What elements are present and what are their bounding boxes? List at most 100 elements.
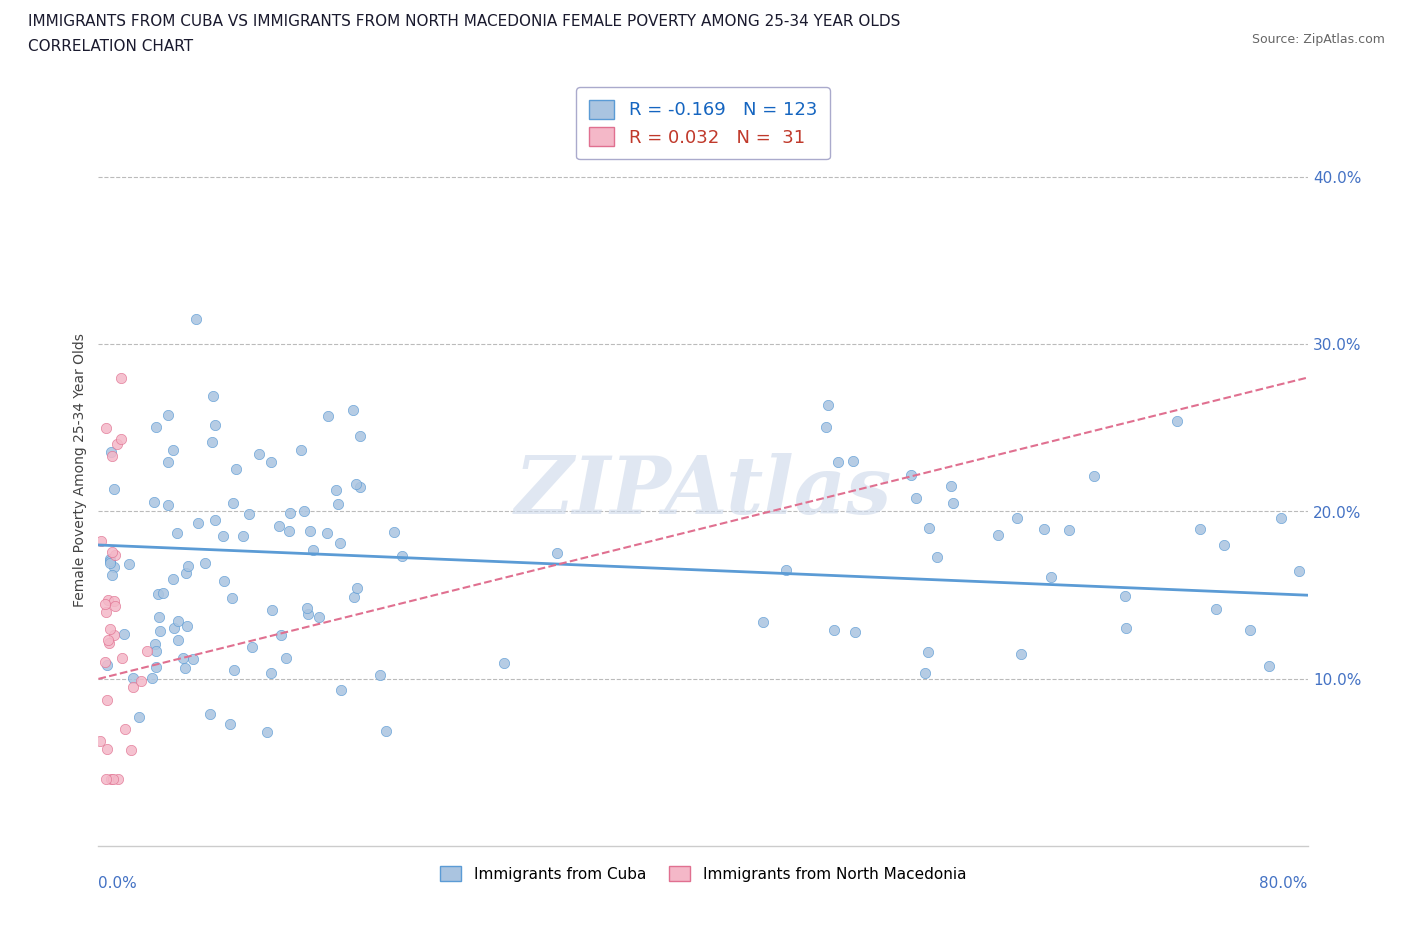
Point <box>104 548 127 563</box>
Point <box>925 550 948 565</box>
Point <box>101 545 124 560</box>
Point <box>114 721 136 736</box>
Point <box>1213 538 1236 552</box>
Point <box>815 419 838 434</box>
Point <box>270 627 292 642</box>
Point <box>162 443 184 458</box>
Point <box>172 650 194 665</box>
Point <box>278 506 301 521</box>
Point <box>96 658 118 672</box>
Point <box>145 644 167 658</box>
Point <box>325 483 347 498</box>
Point <box>391 549 413 564</box>
Point <box>120 743 142 758</box>
Point <box>177 559 200 574</box>
Point <box>308 610 330 625</box>
Point <box>211 529 233 544</box>
Point <box>167 614 190 629</box>
Point <box>89 734 111 749</box>
Point <box>112 626 135 641</box>
Y-axis label: Female Poverty Among 25-34 Year Olds: Female Poverty Among 25-34 Year Olds <box>73 333 87 606</box>
Point <box>198 707 221 722</box>
Point <box>181 651 204 666</box>
Point <box>329 535 352 550</box>
Point <box>145 419 167 434</box>
Point <box>101 772 124 787</box>
Point <box>107 437 129 452</box>
Point <box>166 525 188 540</box>
Point <box>204 418 226 432</box>
Point <box>174 660 197 675</box>
Point <box>1114 589 1136 604</box>
Point <box>118 556 141 571</box>
Point <box>186 312 208 326</box>
Text: 80.0%: 80.0% <box>1260 876 1308 892</box>
Point <box>827 455 849 470</box>
Point <box>987 528 1010 543</box>
Point <box>136 644 159 658</box>
Point <box>225 461 247 476</box>
Point <box>101 567 124 582</box>
Point <box>141 671 163 685</box>
Point <box>98 621 121 636</box>
Point <box>918 521 941 536</box>
Point <box>775 563 797 578</box>
Point <box>823 622 845 637</box>
Point <box>94 597 117 612</box>
Point <box>174 565 197 580</box>
Point <box>917 644 939 659</box>
Point <box>101 449 124 464</box>
Point <box>157 498 180 512</box>
Point <box>817 397 839 412</box>
Point <box>221 496 243 511</box>
Point <box>103 482 125 497</box>
Point <box>1115 620 1137 635</box>
Point <box>142 495 165 510</box>
Point <box>328 497 350 512</box>
Point <box>349 480 371 495</box>
Point <box>97 632 120 647</box>
Point <box>96 693 118 708</box>
Point <box>110 432 132 446</box>
Point <box>238 506 260 521</box>
Point <box>96 741 118 756</box>
Text: 0.0%: 0.0% <box>98 876 138 892</box>
Point <box>121 679 143 694</box>
Point <box>1083 468 1105 483</box>
Point <box>941 478 963 493</box>
Point <box>148 587 170 602</box>
Point <box>98 551 121 566</box>
Point <box>97 592 120 607</box>
Point <box>143 637 166 652</box>
Point <box>96 605 118 620</box>
Text: Source: ZipAtlas.com: Source: ZipAtlas.com <box>1251 33 1385 46</box>
Point <box>163 620 186 635</box>
Point <box>1189 521 1212 536</box>
Point <box>256 724 278 739</box>
Point <box>1005 511 1028 525</box>
Point <box>318 408 340 423</box>
Point <box>344 476 367 491</box>
Text: IMMIGRANTS FROM CUBA VS IMMIGRANTS FROM NORTH MACEDONIA FEMALE POVERTY AMONG 25-: IMMIGRANTS FROM CUBA VS IMMIGRANTS FROM … <box>28 14 900 29</box>
Point <box>1257 658 1279 673</box>
Point <box>152 586 174 601</box>
Point <box>219 717 242 732</box>
Point <box>297 607 319 622</box>
Point <box>194 555 217 570</box>
Point <box>295 600 318 615</box>
Point <box>1288 563 1310 578</box>
Point <box>842 454 865 469</box>
Point <box>914 666 936 681</box>
Point <box>1166 413 1188 428</box>
Point <box>145 659 167 674</box>
Point <box>104 599 127 614</box>
Point <box>298 524 321 538</box>
Point <box>232 528 254 543</box>
Point <box>1239 623 1261 638</box>
Point <box>343 590 366 604</box>
Legend: Immigrants from Cuba, Immigrants from North Macedonia: Immigrants from Cuba, Immigrants from No… <box>434 859 972 887</box>
Point <box>167 633 190 648</box>
Point <box>187 515 209 530</box>
Point <box>157 407 180 422</box>
Point <box>90 534 112 549</box>
